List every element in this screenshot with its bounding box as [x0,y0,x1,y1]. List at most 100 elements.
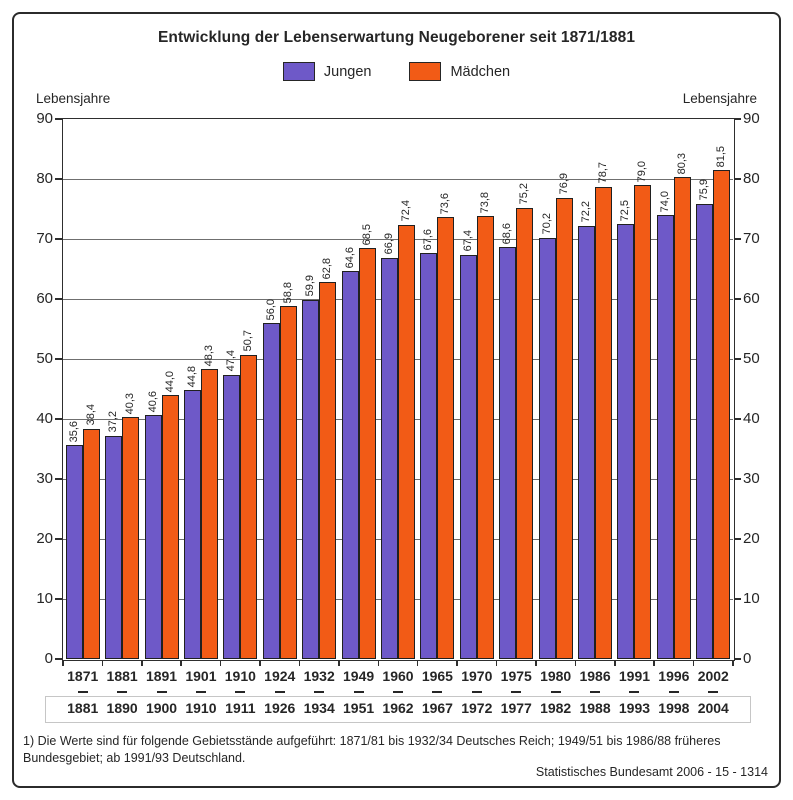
value-label-mädchen-1881: 40,3 [124,392,137,415]
y-tick-left-50 [55,358,62,360]
bar-mädchen-1924 [279,306,297,659]
x-label-dash-1924 [274,691,285,693]
x-label-to-1998: 1998 [658,700,690,716]
value-label-mädchen-2002: 81,5 [715,145,728,167]
value-label-mädchen-1975: 75,2 [518,183,531,205]
x-label-dash-1965 [432,691,443,693]
x-label-to-1972: 1972 [461,700,493,716]
y-tick-right-40 [734,418,741,420]
legend-swatch-jungen [282,62,315,81]
y-axis-label-left-70: 70 [36,230,53,247]
x-tick-3 [180,660,182,666]
x-label-from-1910: 1910 [224,668,256,684]
x-label-from-1881: 1881 [106,668,138,684]
x-label-to-1967: 1967 [421,700,453,716]
y-axis-label-right-70: 70 [743,230,760,247]
x-label-from-1980: 1980 [540,668,572,684]
bar-mädchen-1901 [200,369,218,659]
x-tick-12 [535,660,537,666]
value-label-mädchen-1901: 48,3 [202,344,215,367]
x-label-to-1993: 1993 [618,700,651,716]
y-tick-right-50 [734,358,741,360]
x-label-dash-1996 [668,691,679,693]
x-label-to-1926: 1926 [264,700,296,716]
x-label-dash-1932 [314,691,325,693]
x-label-to-1962: 1962 [382,700,414,716]
bar-jungen-1970 [459,254,477,659]
y-tick-left-80 [55,178,62,180]
bar-jungen-1996 [656,215,674,659]
x-label-from-1986: 1986 [579,668,611,684]
x-label-to-1988: 1988 [579,700,611,716]
y-axis-label-left-30: 30 [36,470,53,487]
legend-label-jungen: Jungen [323,63,372,80]
y-axis-label-right-90: 90 [743,110,760,127]
y-axis-label-right-40: 40 [743,410,760,427]
y-tick-right-90 [734,118,741,120]
x-label-dash-1901 [195,691,206,693]
x-label-to-1900: 1900 [145,700,178,716]
bar-mädchen-1996 [673,177,691,659]
bar-jungen-2002 [696,203,714,659]
bar-jungen-1871 [65,445,83,659]
x-label-from-1932: 1932 [303,668,335,684]
y-axis-label-left-60: 60 [36,290,53,307]
bar-mädchen-1891 [161,395,179,659]
x-label-to-2004: 2004 [697,700,729,716]
y-axis-label-right-80: 80 [743,170,760,187]
bar-mädchen-1975 [516,207,534,659]
y-tick-left-10 [55,598,62,600]
gridline-80 [63,178,733,180]
y-axis-label-left-40: 40 [36,410,53,427]
value-label-jungen-1901: 44,8 [185,365,198,388]
y-tick-left-20 [55,538,62,540]
x-label-dash-1970 [471,691,482,693]
value-label-mädchen-1986: 78,7 [597,162,610,184]
y-tick-left-60 [55,298,62,300]
bar-jungen-1932 [302,299,320,659]
y-axis-label-right-50: 50 [743,350,760,367]
x-label-dash-1960 [393,691,403,693]
x-label-dash-1975 [511,691,522,693]
bar-jungen-1975 [499,247,517,659]
bar-jungen-1960 [381,257,398,659]
y-tick-right-20 [734,538,741,540]
bar-jungen-1881 [105,435,123,659]
legend-label-maedchen: Mädchen [450,63,511,80]
y-tick-left-40 [55,418,62,420]
y-axis-label-left-0: 0 [44,650,53,667]
bar-mädchen-1986 [595,186,613,659]
value-label-mädchen-1949: 68,5 [360,223,373,245]
bar-mädchen-2002 [713,170,731,659]
y-axis-label-left-80: 80 [36,170,53,187]
bar-jungen-1949 [341,271,359,659]
x-label-from-1949: 1949 [343,668,375,684]
x-label-to-1881: 1881 [67,700,99,716]
x-tick-14 [614,660,616,666]
bar-jungen-1891 [144,415,162,659]
value-label-jungen-1891: 40,6 [146,390,159,413]
bar-jungen-1965 [420,253,438,659]
y-tick-right-30 [734,478,741,480]
x-tick-1 [101,660,104,666]
x-label-from-1924: 1924 [264,668,296,684]
value-label-jungen-1980: 70,2 [540,213,553,235]
y-axis-unit-left: Lebensjahre [36,91,111,106]
x-tick-8 [377,660,380,666]
y-axis-label-left-90: 90 [36,110,53,127]
x-label-from-1891: 1891 [145,668,178,684]
value-label-mädchen-1932: 62,8 [321,257,334,280]
x-tick-7 [338,660,340,666]
y-tick-right-10 [734,598,741,600]
x-label-dash-1871 [77,691,88,693]
x-label-from-1871: 1871 [67,668,99,684]
y-tick-right-70 [734,238,741,240]
x-label-dash-1991 [629,691,640,693]
y-axis-label-left-20: 20 [36,530,53,547]
value-label-mädchen-1910: 50,7 [242,330,255,352]
x-label-dash-1986 [590,691,601,693]
bar-jungen-1980 [538,237,556,659]
value-label-jungen-1949: 64,6 [343,246,356,269]
value-label-jungen-1996: 74,0 [658,190,671,212]
x-label-from-1965: 1965 [421,668,453,684]
